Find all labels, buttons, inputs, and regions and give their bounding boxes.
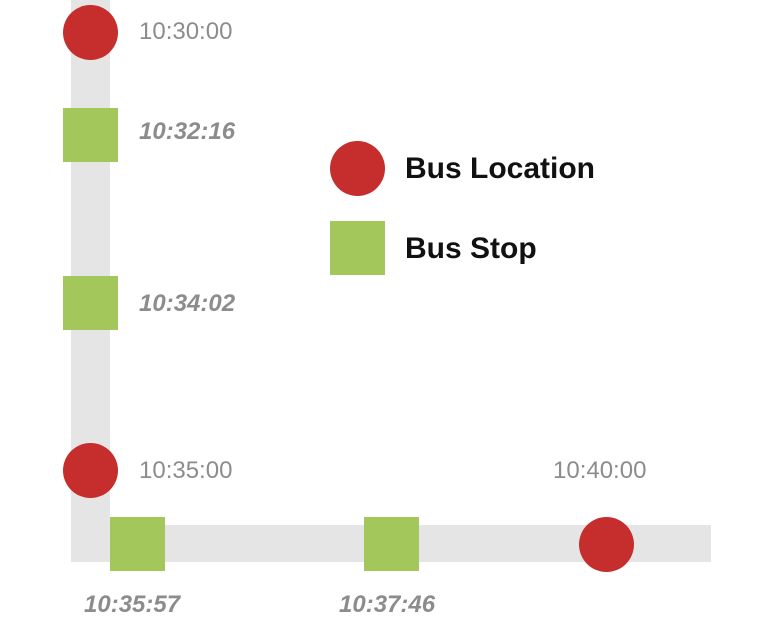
legend-bus-location-swatch	[330, 141, 385, 196]
bus-stop-marker-4	[364, 517, 419, 571]
bus-stop-time-2: 10:34:02	[139, 290, 236, 317]
bus-location-time-1: 10:30:00	[139, 18, 233, 45]
legend-bus-location-label: Bus Location	[405, 152, 596, 185]
bus-stop-time-3: 10:35:57	[84, 591, 181, 618]
legend-bus-stop-swatch	[330, 221, 385, 275]
bus-location-marker-1	[63, 5, 118, 60]
bus-location-time-3: 10:40:00	[553, 457, 647, 484]
bus-location-time-2: 10:35:00	[139, 457, 233, 484]
bus-location-marker-2	[63, 443, 118, 498]
bus-stop-marker-1	[63, 108, 118, 162]
bus-stop-marker-3	[110, 517, 165, 571]
legend-bus-stop-label: Bus Stop	[405, 232, 537, 265]
bus-location-marker-3	[579, 517, 634, 572]
bus-stop-time-4: 10:37:46	[339, 591, 436, 618]
bus-stop-time-1: 10:32:16	[139, 118, 236, 145]
bus-stop-marker-2	[63, 276, 118, 330]
